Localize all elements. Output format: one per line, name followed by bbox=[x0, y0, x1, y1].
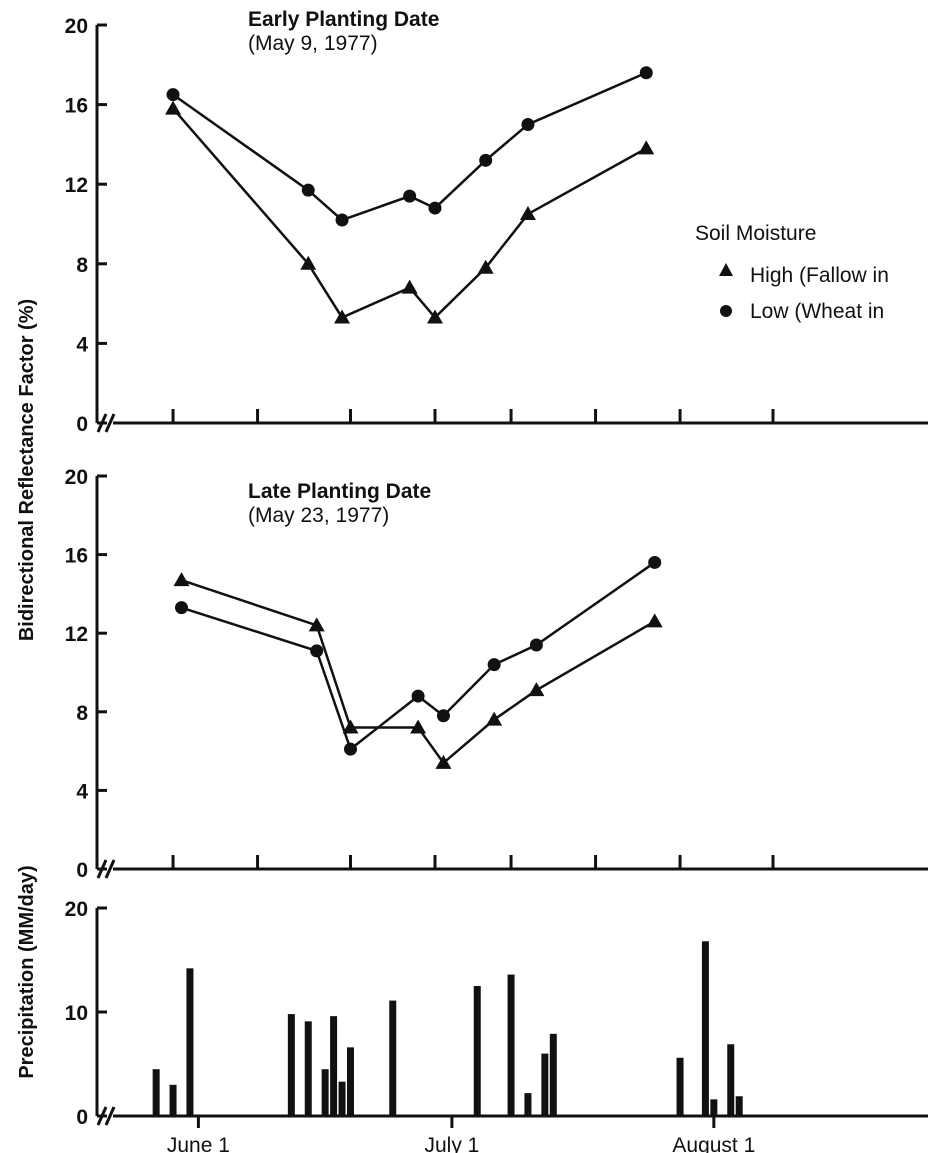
early-panel-subtitle: (May 9, 1977) bbox=[248, 32, 378, 55]
axis-break-mark bbox=[104, 1106, 116, 1126]
late-panel-title: Late Planting Date bbox=[248, 480, 431, 503]
data-point-circle bbox=[310, 644, 324, 658]
data-point-circle bbox=[411, 689, 425, 703]
axis-break-mark bbox=[104, 413, 116, 433]
data-point-circle bbox=[428, 201, 442, 215]
data-point-triangle bbox=[334, 309, 351, 324]
data-point-triangle bbox=[638, 140, 655, 155]
series-line-high bbox=[172, 107, 647, 320]
y-tick-label: 12 bbox=[65, 623, 88, 646]
precipitation-bar bbox=[287, 1014, 295, 1116]
series-line-low bbox=[172, 71, 647, 222]
legend-high-label: High (Fallow in bbox=[750, 264, 889, 287]
data-point-triangle bbox=[435, 754, 452, 769]
y-tick-label: 0 bbox=[76, 1106, 88, 1129]
data-point-triangle bbox=[528, 682, 545, 697]
y-tick-label: 8 bbox=[76, 702, 88, 725]
y-tick-label: 20 bbox=[65, 466, 88, 489]
series-line-high bbox=[181, 578, 656, 765]
y-tick-label: 12 bbox=[65, 174, 88, 197]
data-point-circle bbox=[639, 66, 653, 80]
late-axes: 0 4 8 12 16 20 bbox=[65, 466, 928, 882]
y-tick-label: 10 bbox=[65, 1002, 88, 1025]
data-point-triangle bbox=[308, 617, 325, 632]
precipitation-y-axis-label: Precipitation (MM/day) bbox=[16, 865, 38, 1078]
precipitation-bar bbox=[727, 1044, 735, 1116]
y-tick-label: 8 bbox=[76, 254, 88, 277]
early-panel-title: Early Planting Date bbox=[248, 8, 439, 31]
y-tick-label: 0 bbox=[76, 413, 88, 436]
y-tick-label: 4 bbox=[76, 333, 88, 356]
data-point-triangle bbox=[519, 206, 536, 221]
data-point-circle bbox=[301, 183, 315, 197]
y-tick-label: 4 bbox=[76, 780, 88, 803]
data-point-circle bbox=[436, 709, 450, 723]
data-point-circle bbox=[529, 638, 543, 652]
data-point-triangle bbox=[486, 711, 503, 726]
data-point-triangle bbox=[646, 613, 663, 628]
y-tick-label: 16 bbox=[65, 95, 88, 118]
legend-triangle-marker bbox=[719, 263, 733, 276]
panel-early-planting: Early Planting Date (May 9, 1977) 0 4 8 12 1… bbox=[65, 8, 928, 436]
data-point-triangle bbox=[165, 100, 182, 115]
precipitation-bar bbox=[169, 1084, 177, 1116]
y-tick-label: 0 bbox=[76, 859, 88, 882]
precipitation-bar bbox=[473, 986, 481, 1116]
precipitation-bar bbox=[152, 1069, 160, 1116]
precipitation-bar bbox=[549, 1033, 557, 1116]
precipitation-bar bbox=[676, 1057, 684, 1116]
y-tick-label: 20 bbox=[65, 898, 88, 921]
precipitation-bar bbox=[507, 974, 515, 1116]
precipitation-bar bbox=[347, 1047, 354, 1116]
precipitation-bar bbox=[304, 1021, 312, 1116]
data-point-circle bbox=[166, 88, 180, 102]
data-point-circle bbox=[175, 601, 188, 615]
precipitation-bar bbox=[735, 1096, 743, 1116]
x-tick-label: July 1 bbox=[424, 1134, 479, 1153]
precipitation-bar bbox=[321, 1069, 329, 1116]
data-point-triangle bbox=[427, 309, 443, 324]
axis-break-mark bbox=[104, 859, 116, 879]
precip-bars bbox=[152, 941, 743, 1116]
data-point-triangle bbox=[173, 572, 190, 587]
precipitation-bar bbox=[338, 1081, 346, 1116]
legend-title: Soil Moisture bbox=[695, 222, 816, 245]
data-point-circle bbox=[344, 742, 357, 756]
precip-axes: 0 10 20 June 1 July 1 August 1 bbox=[65, 898, 928, 1153]
x-tick-label: June 1 bbox=[167, 1134, 230, 1153]
legend-low-label: Low (Wheat in bbox=[750, 300, 884, 323]
precipitation-bar bbox=[186, 968, 194, 1116]
series-line-low bbox=[181, 561, 656, 752]
data-point-triangle bbox=[300, 255, 317, 270]
data-point-circle bbox=[335, 213, 349, 227]
data-point-circle bbox=[403, 189, 417, 203]
reflectance-y-axis-label: Bidirectional Reflectance Factor (%) bbox=[16, 299, 38, 641]
data-point-circle bbox=[521, 118, 535, 131]
late-panel-subtitle: (May 23, 1977) bbox=[248, 504, 389, 527]
panel-late-planting: Late Planting Date (May 23, 1977) 0 4 8 12 1… bbox=[65, 466, 928, 882]
y-tick-label: 16 bbox=[65, 545, 88, 568]
data-point-circle bbox=[648, 555, 662, 569]
data-point-circle bbox=[479, 153, 493, 167]
data-point-triangle bbox=[342, 719, 359, 734]
precipitation-bar bbox=[701, 941, 709, 1116]
precipitation-bar bbox=[389, 1000, 397, 1116]
precipitation-bar bbox=[541, 1053, 549, 1116]
precipitation-bar bbox=[330, 1016, 338, 1116]
data-point-triangle bbox=[410, 719, 427, 734]
early-axes: 0 4 8 12 16 20 bbox=[65, 15, 928, 436]
precipitation-bar bbox=[710, 1099, 718, 1116]
data-point-triangle bbox=[401, 279, 418, 294]
y-tick-label: 20 bbox=[65, 15, 88, 38]
x-tick-label: August 1 bbox=[672, 1134, 755, 1153]
legend: Soil Moisture High (Fallow in Low (Wheat… bbox=[695, 222, 889, 323]
panel-precipitation: 0 10 20 June 1 July 1 August 1 Precipitation … bbox=[16, 865, 928, 1153]
early-series bbox=[165, 66, 655, 324]
legend-circle-marker bbox=[720, 305, 732, 317]
precipitation-bar bbox=[524, 1093, 532, 1116]
late-series bbox=[173, 555, 663, 769]
data-point-triangle bbox=[477, 259, 494, 274]
data-point-circle bbox=[487, 658, 501, 672]
